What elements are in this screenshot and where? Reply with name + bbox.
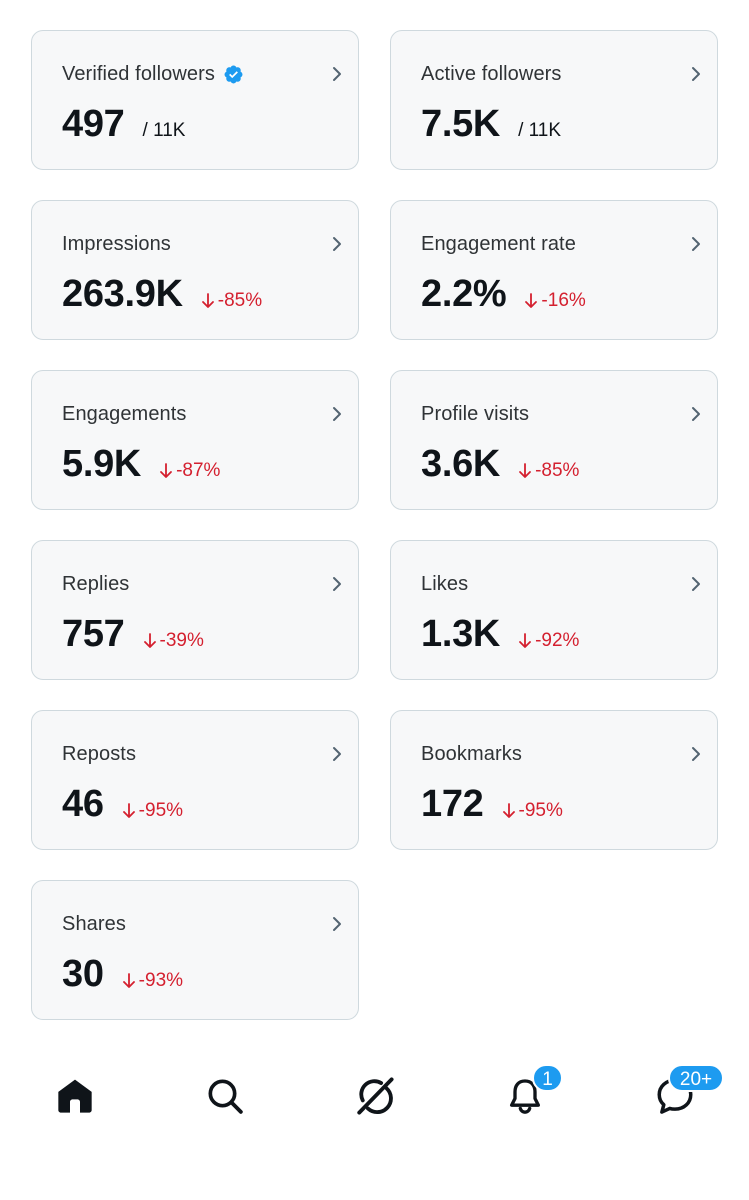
arrow-down-icon <box>519 633 531 648</box>
metric-value: 172 <box>421 783 484 825</box>
metric-delta: -95% <box>122 800 183 822</box>
metric-card-engagements[interactable]: Engagements 5.9K -87% <box>31 370 359 510</box>
chevron-right-icon <box>333 407 341 421</box>
metric-title: Active followers <box>421 63 562 85</box>
metric-value: 1.3K <box>421 613 501 655</box>
notifications-badge: 1 <box>532 1064 563 1092</box>
metric-value: 5.9K <box>62 443 142 485</box>
metric-delta-text: -93% <box>138 970 184 991</box>
metric-title: Likes <box>421 573 469 595</box>
metric-value: 757 <box>62 613 125 655</box>
metric-card-verified-followers[interactable]: Verified followers 497 / 11K <box>31 30 359 170</box>
nav-notifications[interactable] <box>495 1066 555 1126</box>
metric-title: Impressions <box>62 233 171 255</box>
metric-delta: -39% <box>143 630 204 652</box>
metric-title: Shares <box>62 913 126 935</box>
metric-delta: -87% <box>159 460 220 482</box>
chevron-right-icon <box>333 747 341 761</box>
nav-messages[interactable] <box>645 1066 705 1126</box>
arrow-down-icon <box>502 803 515 818</box>
metric-card-replies[interactable]: Replies 757 -39% <box>31 540 359 680</box>
metric-card-profile-visits[interactable]: Profile visits 3.6K -85% <box>390 370 718 510</box>
nav-home[interactable] <box>45 1066 105 1126</box>
metric-delta: -92% <box>518 630 579 652</box>
arrow-down-icon <box>122 973 135 988</box>
metric-value: 46 <box>62 783 104 825</box>
metric-delta-text: -16% <box>541 290 586 311</box>
metric-card-bookmarks[interactable]: Bookmarks 172 -95% <box>390 710 718 850</box>
arrow-down-icon <box>143 633 156 648</box>
metric-delta-text: -85% <box>535 460 580 481</box>
metric-title-text: Verified followers <box>62 63 215 85</box>
metric-title: Profile visits <box>421 403 530 425</box>
chevron-right-icon <box>692 407 700 421</box>
chevron-right-icon <box>333 917 341 931</box>
arrow-down-icon <box>525 293 538 308</box>
chevron-right-icon <box>692 577 700 591</box>
metric-delta: -93% <box>122 970 183 992</box>
messages-icon <box>657 1078 693 1114</box>
metric-title: Replies <box>62 573 130 595</box>
bell-icon <box>510 1079 540 1114</box>
metric-value: 7.5K <box>421 103 501 145</box>
metric-delta: -16% <box>524 290 586 312</box>
metric-delta: -85% <box>518 460 579 482</box>
arrow-down-icon <box>160 463 172 478</box>
arrow-down-icon <box>201 293 214 308</box>
metric-card-engagement-rate[interactable]: Engagement rate 2.2% -16% <box>390 200 718 340</box>
metric-title: Reposts <box>62 743 137 765</box>
metric-delta-text: -39% <box>159 630 204 651</box>
home-icon <box>58 1079 92 1113</box>
metric-delta: -85% <box>201 290 262 312</box>
metric-value: 30 <box>62 953 104 995</box>
metric-title: Bookmarks <box>421 743 522 765</box>
chevron-right-icon <box>692 67 700 81</box>
metric-value: 263.9K <box>62 273 183 315</box>
metric-title: Engagement rate <box>421 233 576 255</box>
metric-total: / 11K <box>518 120 562 141</box>
metric-card-active-followers[interactable]: Active followers 7.5K / 11K <box>390 30 718 170</box>
bottom-nav: 1 20+ <box>0 1050 749 1140</box>
grok-icon <box>357 1077 394 1115</box>
chevron-right-icon <box>333 67 341 81</box>
nav-search[interactable] <box>195 1066 255 1126</box>
chevron-right-icon <box>692 747 700 761</box>
chevron-right-icon <box>692 237 700 251</box>
metric-card-likes[interactable]: Likes 1.3K -92% <box>390 540 718 680</box>
metric-value: 2.2% <box>421 273 507 315</box>
verified-badge-icon <box>224 65 243 84</box>
messages-badge: 20+ <box>668 1064 724 1092</box>
metric-title: Verified followers <box>62 63 244 86</box>
metric-card-reposts[interactable]: Reposts 46 -95% <box>31 710 359 850</box>
metric-value: 3.6K <box>421 443 501 485</box>
metric-delta-text: -95% <box>518 800 563 821</box>
metric-card-shares[interactable]: Shares 30 -93% <box>31 880 359 1020</box>
metric-delta-text: -92% <box>535 630 580 651</box>
arrow-down-icon <box>122 803 135 818</box>
metric-card-impressions[interactable]: Impressions 263.9K -85% <box>31 200 359 340</box>
metric-delta-text: -87% <box>176 460 221 481</box>
metric-delta-text: -95% <box>138 800 184 821</box>
arrow-down-icon <box>519 463 531 478</box>
metric-delta: -95% <box>502 800 563 822</box>
metric-value: 497 <box>62 103 125 145</box>
search-icon <box>208 1079 243 1114</box>
nav-grok[interactable] <box>345 1066 405 1126</box>
metric-total: / 11K <box>142 120 186 141</box>
chevron-right-icon <box>333 577 341 591</box>
metric-delta-text: -85% <box>217 290 263 311</box>
chevron-right-icon <box>333 237 341 251</box>
metric-title: Engagements <box>62 403 187 425</box>
